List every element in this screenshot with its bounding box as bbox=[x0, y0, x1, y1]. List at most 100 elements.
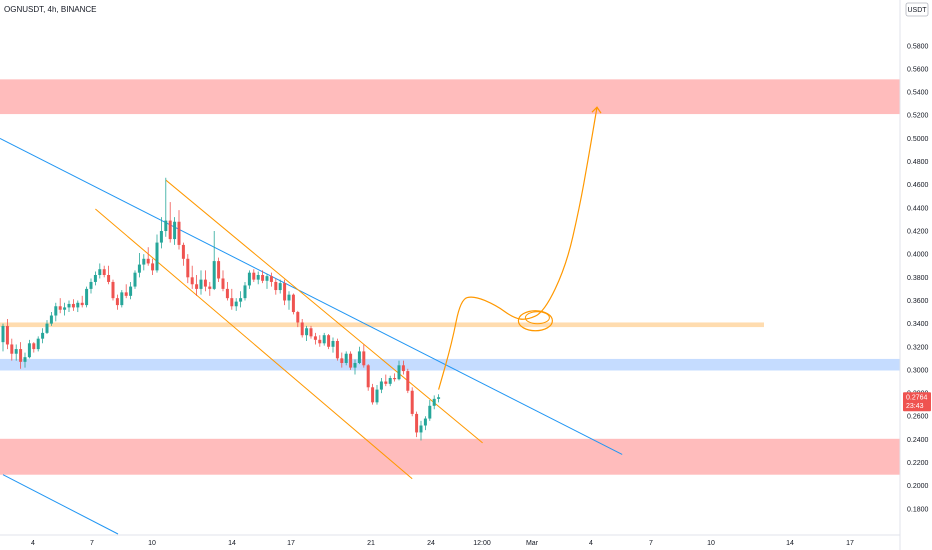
time-scale[interactable]: 4 7 10 14 17 21 24 12:00 Mar 4 7 10 14 17 bbox=[0, 534, 900, 547]
zone-level[interactable] bbox=[0, 322, 764, 328]
candle-body bbox=[36, 338, 40, 350]
candle-body bbox=[155, 242, 159, 271]
y-tick-label: 0.1800 bbox=[907, 506, 929, 513]
candle-body bbox=[313, 336, 317, 340]
annotation-ellipse[interactable] bbox=[517, 310, 554, 332]
candle-body bbox=[208, 286, 212, 289]
y-tick-label: 0.2400 bbox=[907, 437, 929, 444]
candle-body bbox=[181, 244, 185, 259]
candle-body bbox=[107, 275, 111, 282]
candle-body bbox=[274, 281, 278, 291]
candle-body bbox=[269, 276, 273, 282]
candle-body bbox=[349, 353, 353, 368]
candle-body bbox=[247, 272, 251, 286]
candle-body bbox=[49, 315, 53, 324]
trendline-orange-channel-lower[interactable] bbox=[95, 208, 413, 480]
candle-body bbox=[54, 306, 58, 316]
x-tick-label: 7 bbox=[649, 540, 653, 547]
x-tick-label: 4 bbox=[31, 540, 35, 547]
candle-body bbox=[190, 277, 194, 285]
candle-body bbox=[45, 323, 49, 333]
candle-body bbox=[159, 231, 163, 243]
x-tick-label: 12:00 bbox=[473, 540, 491, 547]
candle-body bbox=[67, 303, 71, 308]
zone-resistance[interactable] bbox=[0, 79, 900, 115]
candle-body bbox=[366, 365, 370, 388]
y-axis-ticks: 0.18000.20000.22000.24000.26000.28000.30… bbox=[907, 43, 929, 513]
candle-body bbox=[111, 281, 115, 299]
candle-body bbox=[331, 340, 335, 347]
x-tick-label: 10 bbox=[707, 540, 715, 547]
last-price-tag: 0.2764 23:43 bbox=[903, 392, 931, 412]
candle-body bbox=[428, 405, 432, 419]
candle-body bbox=[151, 263, 155, 271]
candle-body bbox=[362, 351, 366, 366]
x-tick-label: 14 bbox=[786, 540, 794, 547]
candle-body bbox=[199, 279, 203, 289]
candle-body bbox=[177, 221, 181, 245]
candle-body bbox=[76, 302, 80, 308]
projection-arrowhead bbox=[591, 106, 602, 114]
candle-body bbox=[327, 335, 331, 347]
candle-body bbox=[419, 425, 423, 433]
zones-layer bbox=[0, 79, 900, 475]
candle-body bbox=[225, 288, 229, 299]
candle-body bbox=[230, 298, 234, 307]
candle-body bbox=[124, 292, 128, 296]
candle-body bbox=[115, 298, 119, 306]
price-scale[interactable]: USDT 0.18000.20000.22000.24000.26000.280… bbox=[899, 0, 931, 550]
zone-support[interactable] bbox=[0, 438, 900, 475]
candle-body bbox=[256, 275, 260, 280]
y-tick-label: 0.3400 bbox=[907, 321, 929, 328]
x-tick-label: 17 bbox=[287, 540, 295, 547]
candle-body bbox=[102, 269, 106, 275]
chart-title: OGNUSDT, 4h, BINANCE bbox=[4, 5, 96, 14]
candle-body bbox=[397, 365, 401, 380]
candle-body bbox=[19, 349, 23, 362]
y-tick-label: 0.5800 bbox=[907, 43, 929, 50]
y-tick-label: 0.3200 bbox=[907, 344, 929, 351]
candle-body bbox=[291, 294, 295, 313]
candle-body bbox=[410, 390, 414, 414]
currency-badge[interactable] bbox=[905, 2, 929, 17]
candle-body bbox=[164, 220, 168, 232]
candle-body bbox=[252, 272, 256, 280]
zone-level[interactable] bbox=[0, 358, 900, 371]
candle-body bbox=[98, 269, 102, 275]
candle-body bbox=[129, 286, 133, 296]
y-tick-label: 0.5600 bbox=[907, 66, 929, 73]
annotation-ellipse-inner bbox=[524, 311, 550, 325]
candle-body bbox=[142, 258, 146, 265]
y-tick-label: 0.5400 bbox=[907, 90, 929, 97]
trendline-orange-channel-upper[interactable] bbox=[165, 179, 483, 444]
trendline-blue-downtrend-lower[interactable] bbox=[2, 474, 119, 535]
y-tick-label: 0.3000 bbox=[907, 367, 929, 374]
candle-body bbox=[393, 378, 397, 380]
candle-body bbox=[32, 343, 36, 350]
candle-body bbox=[71, 303, 75, 308]
candle-body bbox=[173, 221, 177, 240]
trendline-blue-downtrend-upper[interactable] bbox=[0, 137, 623, 455]
x-tick-label: 17 bbox=[846, 540, 854, 547]
x-tick-label: 24 bbox=[427, 540, 435, 547]
candle-body bbox=[93, 275, 97, 282]
projection-layer bbox=[438, 106, 602, 390]
candle-body bbox=[217, 261, 221, 279]
candle-body bbox=[120, 292, 124, 306]
candle-body bbox=[89, 281, 93, 289]
candle-body bbox=[58, 306, 62, 310]
x-tick-label: Mar bbox=[526, 540, 539, 547]
candle-body bbox=[437, 397, 441, 399]
candle-body bbox=[239, 298, 243, 302]
candle-body bbox=[203, 279, 207, 287]
projection-path[interactable] bbox=[438, 107, 598, 390]
last-price-value: 0.2764 bbox=[906, 395, 928, 402]
y-tick-label: 0.2600 bbox=[907, 414, 929, 421]
x-tick-label: 10 bbox=[148, 540, 156, 547]
candle-body bbox=[27, 343, 31, 358]
currency-label: USDT bbox=[907, 7, 927, 14]
y-tick-label: 0.4600 bbox=[907, 182, 929, 189]
x-tick-label: 4 bbox=[589, 540, 593, 547]
x-tick-label: 14 bbox=[228, 540, 236, 547]
